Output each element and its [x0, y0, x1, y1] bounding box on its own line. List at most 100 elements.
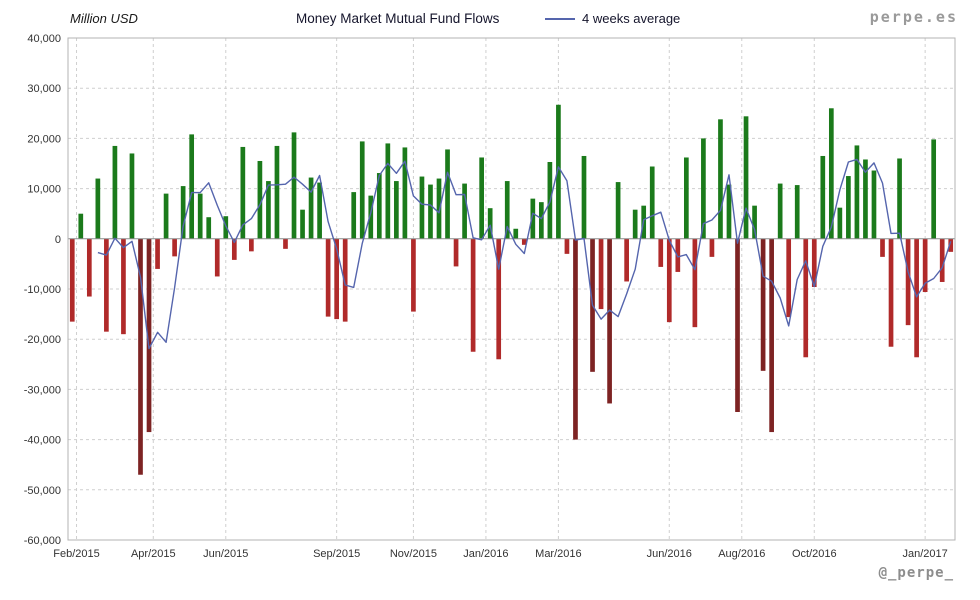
plot-border — [67, 37, 956, 541]
flow-bar — [231, 238, 237, 260]
flow-bar — [445, 149, 450, 239]
flow-bar — [334, 238, 340, 320]
flow-bar — [351, 192, 357, 239]
flow-bar — [163, 193, 169, 239]
author-handle: @_perpe_ — [878, 565, 954, 581]
units-label: Million USD — [70, 11, 138, 26]
flow-bar — [69, 238, 75, 322]
flow-bar — [905, 238, 911, 326]
flow-bar — [155, 238, 160, 269]
flow-bar — [513, 228, 519, 239]
flow-bar — [453, 238, 459, 267]
flow-bar — [359, 141, 365, 239]
flow-bar — [368, 195, 374, 239]
flow-bar — [342, 238, 348, 322]
flow-bar — [428, 184, 433, 239]
flow-bar — [615, 182, 621, 239]
flow-bar — [325, 238, 331, 317]
flow-bar — [581, 155, 587, 239]
flow-bar — [376, 173, 382, 239]
flow-bar — [172, 238, 177, 257]
flow-bar — [121, 238, 126, 335]
flow-bar — [786, 238, 792, 318]
flow-bar — [521, 238, 527, 245]
y-axis-tick-label: 0 — [55, 234, 61, 246]
flow-bar — [846, 176, 851, 239]
flow-bar — [394, 181, 399, 239]
flow-bar — [598, 238, 604, 310]
flow-bar — [794, 185, 800, 239]
flow-bar — [683, 157, 689, 239]
flow-bar — [257, 160, 263, 239]
flow-bar — [863, 159, 868, 239]
flow-bar — [701, 138, 706, 239]
flow-bar — [129, 153, 135, 239]
flow-bar — [504, 181, 510, 239]
flow-bar — [539, 202, 544, 239]
flow-bar — [573, 238, 578, 440]
flow-bar — [385, 143, 391, 239]
y-axis-tick-label: -30,000 — [24, 384, 61, 396]
flow-bar — [283, 238, 288, 249]
flow-bar — [880, 238, 885, 257]
flow-bar — [86, 238, 92, 297]
y-axis-tick-label: 30,000 — [27, 83, 61, 95]
flow-bar — [462, 183, 467, 239]
legend-label: 4 weeks average — [582, 11, 681, 26]
flow-bar — [888, 238, 894, 347]
flow-bar — [624, 238, 629, 282]
flow-bar — [214, 238, 220, 277]
flow-bar — [266, 181, 271, 239]
x-axis-tick-label: Oct/2016 — [792, 548, 837, 560]
x-axis-tick-label: Aug/2016 — [718, 548, 765, 560]
average-line — [97, 158, 952, 350]
flow-bar — [308, 177, 314, 239]
flow-bar — [180, 186, 186, 239]
flow-bar — [146, 238, 152, 433]
y-axis-tick-label: -10,000 — [24, 284, 61, 296]
flow-bar — [138, 238, 143, 475]
flow-bar — [240, 146, 246, 239]
flow-bar — [436, 178, 442, 239]
flow-bar — [658, 238, 664, 267]
x-axis-tick-label: Jun/2015 — [203, 548, 248, 560]
y-axis-tick-label: 10,000 — [27, 184, 61, 196]
flow-bar — [607, 238, 612, 404]
flow-bar — [752, 205, 757, 239]
flow-bar — [530, 198, 536, 239]
flow-bar — [803, 238, 809, 358]
flow-bar — [556, 104, 561, 239]
flow-bar — [419, 176, 425, 239]
flow-bar — [206, 217, 212, 239]
flow-bar — [78, 213, 84, 239]
flow-bar — [931, 139, 937, 239]
flow-bar — [718, 119, 723, 239]
flow-bar — [291, 132, 297, 239]
flow-bar — [735, 238, 740, 412]
flow-bar — [632, 209, 638, 239]
x-axis-tick-label: Feb/2015 — [53, 548, 99, 560]
flow-bar — [897, 158, 902, 239]
x-axis-tick-label: Jun/2016 — [647, 548, 692, 560]
flow-bar — [743, 116, 749, 239]
flow-bar — [479, 157, 484, 239]
flow-bar — [487, 208, 493, 239]
flow-bar — [675, 238, 681, 272]
flow-bar — [300, 209, 305, 239]
legend: 4 weeks average — [545, 11, 680, 26]
flow-bar — [470, 238, 476, 352]
flow-bar — [948, 238, 954, 252]
x-axis-tick-label: Sep/2015 — [313, 548, 360, 560]
flow-bar — [223, 216, 229, 239]
flow-bar — [922, 238, 928, 293]
flow-bar — [777, 183, 783, 239]
flow-bar — [811, 238, 817, 287]
flow-bar — [95, 178, 101, 239]
y-axis-tick-label: -60,000 — [24, 535, 61, 547]
x-axis-tick-label: Mar/2016 — [535, 548, 581, 560]
y-axis-tick-label: -40,000 — [24, 435, 61, 447]
flow-bar — [249, 238, 254, 252]
flow-bar — [837, 207, 843, 239]
flow-bar — [820, 155, 826, 239]
